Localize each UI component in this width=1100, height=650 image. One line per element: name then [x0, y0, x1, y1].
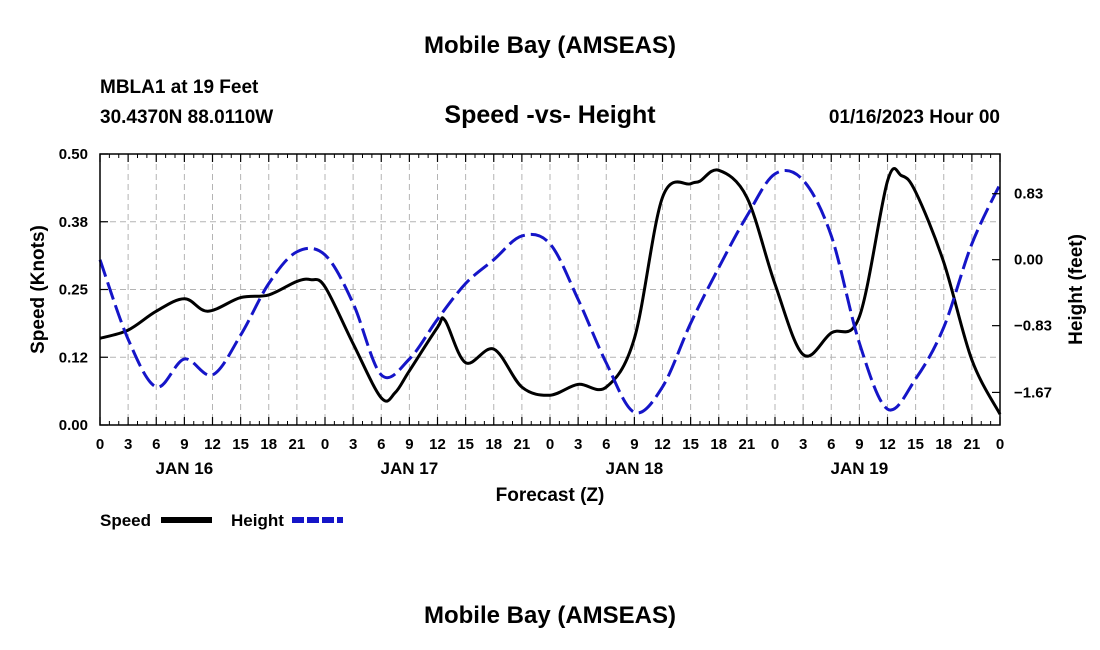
x-tick-label: 15 — [907, 436, 924, 453]
legend-height-label: Height — [231, 511, 284, 530]
x-tick-label: 0 — [321, 436, 329, 453]
x-tick-label: 3 — [799, 436, 807, 453]
y-tick-label: 0.12 — [59, 349, 88, 366]
y-axis-label-right: Height (feet) — [1066, 234, 1087, 345]
axis-ticks — [99, 153, 1001, 426]
date-label: JAN 18 — [606, 459, 664, 478]
x-tick-label: 9 — [180, 436, 188, 453]
x-tick-label: 15 — [457, 436, 474, 453]
station-label: MBLA1 at 19 Feet — [100, 77, 259, 98]
axis-labels: 0 3 6 9 12 15 18 21 0 3 6 9 12 15 18 21 0 3 6 9 12 15 18 21 0 3 6 9… — [59, 146, 1052, 478]
x-tick-label: 0 — [996, 436, 1004, 453]
x-tick-label: 12 — [429, 436, 446, 453]
series-lines — [98, 167, 1002, 415]
x-tick-label: 6 — [602, 436, 610, 453]
x-tick-label: 21 — [964, 436, 981, 453]
y-right-tick-label: −1.67 — [1014, 384, 1052, 401]
footer-title: Mobile Bay (AMSEAS) — [423, 602, 677, 629]
date-label: JAN 17 — [381, 459, 439, 478]
speed-series-line — [99, 167, 1002, 415]
y-right-tick-label: −0.83 — [1014, 318, 1052, 335]
y-right-tick-label: 0.00 — [1014, 252, 1043, 269]
x-tick-label: 12 — [879, 436, 896, 453]
x-tick-label: 18 — [260, 436, 277, 453]
x-tick-label: 3 — [574, 436, 582, 453]
x-tick-label: 6 — [377, 436, 385, 453]
x-tick-label: 0 — [96, 436, 104, 453]
x-tick-label: 18 — [710, 436, 727, 453]
x-axis-label: Forecast (Z) — [496, 485, 605, 506]
page-title: Mobile Bay (AMSEAS) — [423, 32, 677, 59]
y-tick-label: 0.38 — [59, 214, 88, 231]
forecast-datetime: 01/16/2023 Hour 00 — [828, 107, 1000, 128]
speed-height-chart: 0 3 6 9 12 15 18 21 0 3 6 9 12 15 18 21 0 3 6 9 12 15 18 21 0 3 6 9… — [28, 146, 1087, 530]
x-tick-label: 18 — [935, 436, 952, 453]
y-tick-label: 0.25 — [59, 282, 88, 299]
x-tick-label: 9 — [405, 436, 413, 453]
y-right-tick-label: 0.83 — [1014, 186, 1043, 203]
x-tick-label: 0 — [771, 436, 779, 453]
chart-subtitle: Speed -vs- Height — [444, 101, 656, 129]
x-tick-label: 9 — [630, 436, 638, 453]
date-label: JAN 19 — [831, 459, 889, 478]
x-tick-label: 12 — [204, 436, 221, 453]
x-tick-label: 18 — [485, 436, 502, 453]
x-tick-label: 21 — [289, 436, 306, 453]
legend-speed-label: Speed — [100, 511, 151, 530]
date-label: JAN 16 — [156, 459, 214, 478]
x-tick-label: 3 — [349, 436, 357, 453]
coordinates-label: 30.4370N 88.0110W — [100, 107, 274, 128]
x-tick-label: 12 — [654, 436, 671, 453]
x-tick-label: 6 — [827, 436, 835, 453]
y-axis-label-left: Speed (Knots) — [28, 225, 49, 354]
x-tick-label: 9 — [855, 436, 863, 453]
y-tick-label: 0.50 — [59, 146, 88, 163]
x-tick-label: 0 — [546, 436, 554, 453]
height-series-line — [98, 169, 1002, 415]
y-tick-label: 0.00 — [59, 417, 88, 434]
grid-lines — [100, 154, 1000, 425]
x-tick-label: 3 — [124, 436, 132, 453]
legend: Speed Height — [100, 511, 343, 530]
x-tick-label: 15 — [232, 436, 249, 453]
x-tick-label: 6 — [152, 436, 160, 453]
x-tick-label: 15 — [682, 436, 699, 453]
x-tick-label: 21 — [514, 436, 531, 453]
x-tick-label: 21 — [739, 436, 756, 453]
